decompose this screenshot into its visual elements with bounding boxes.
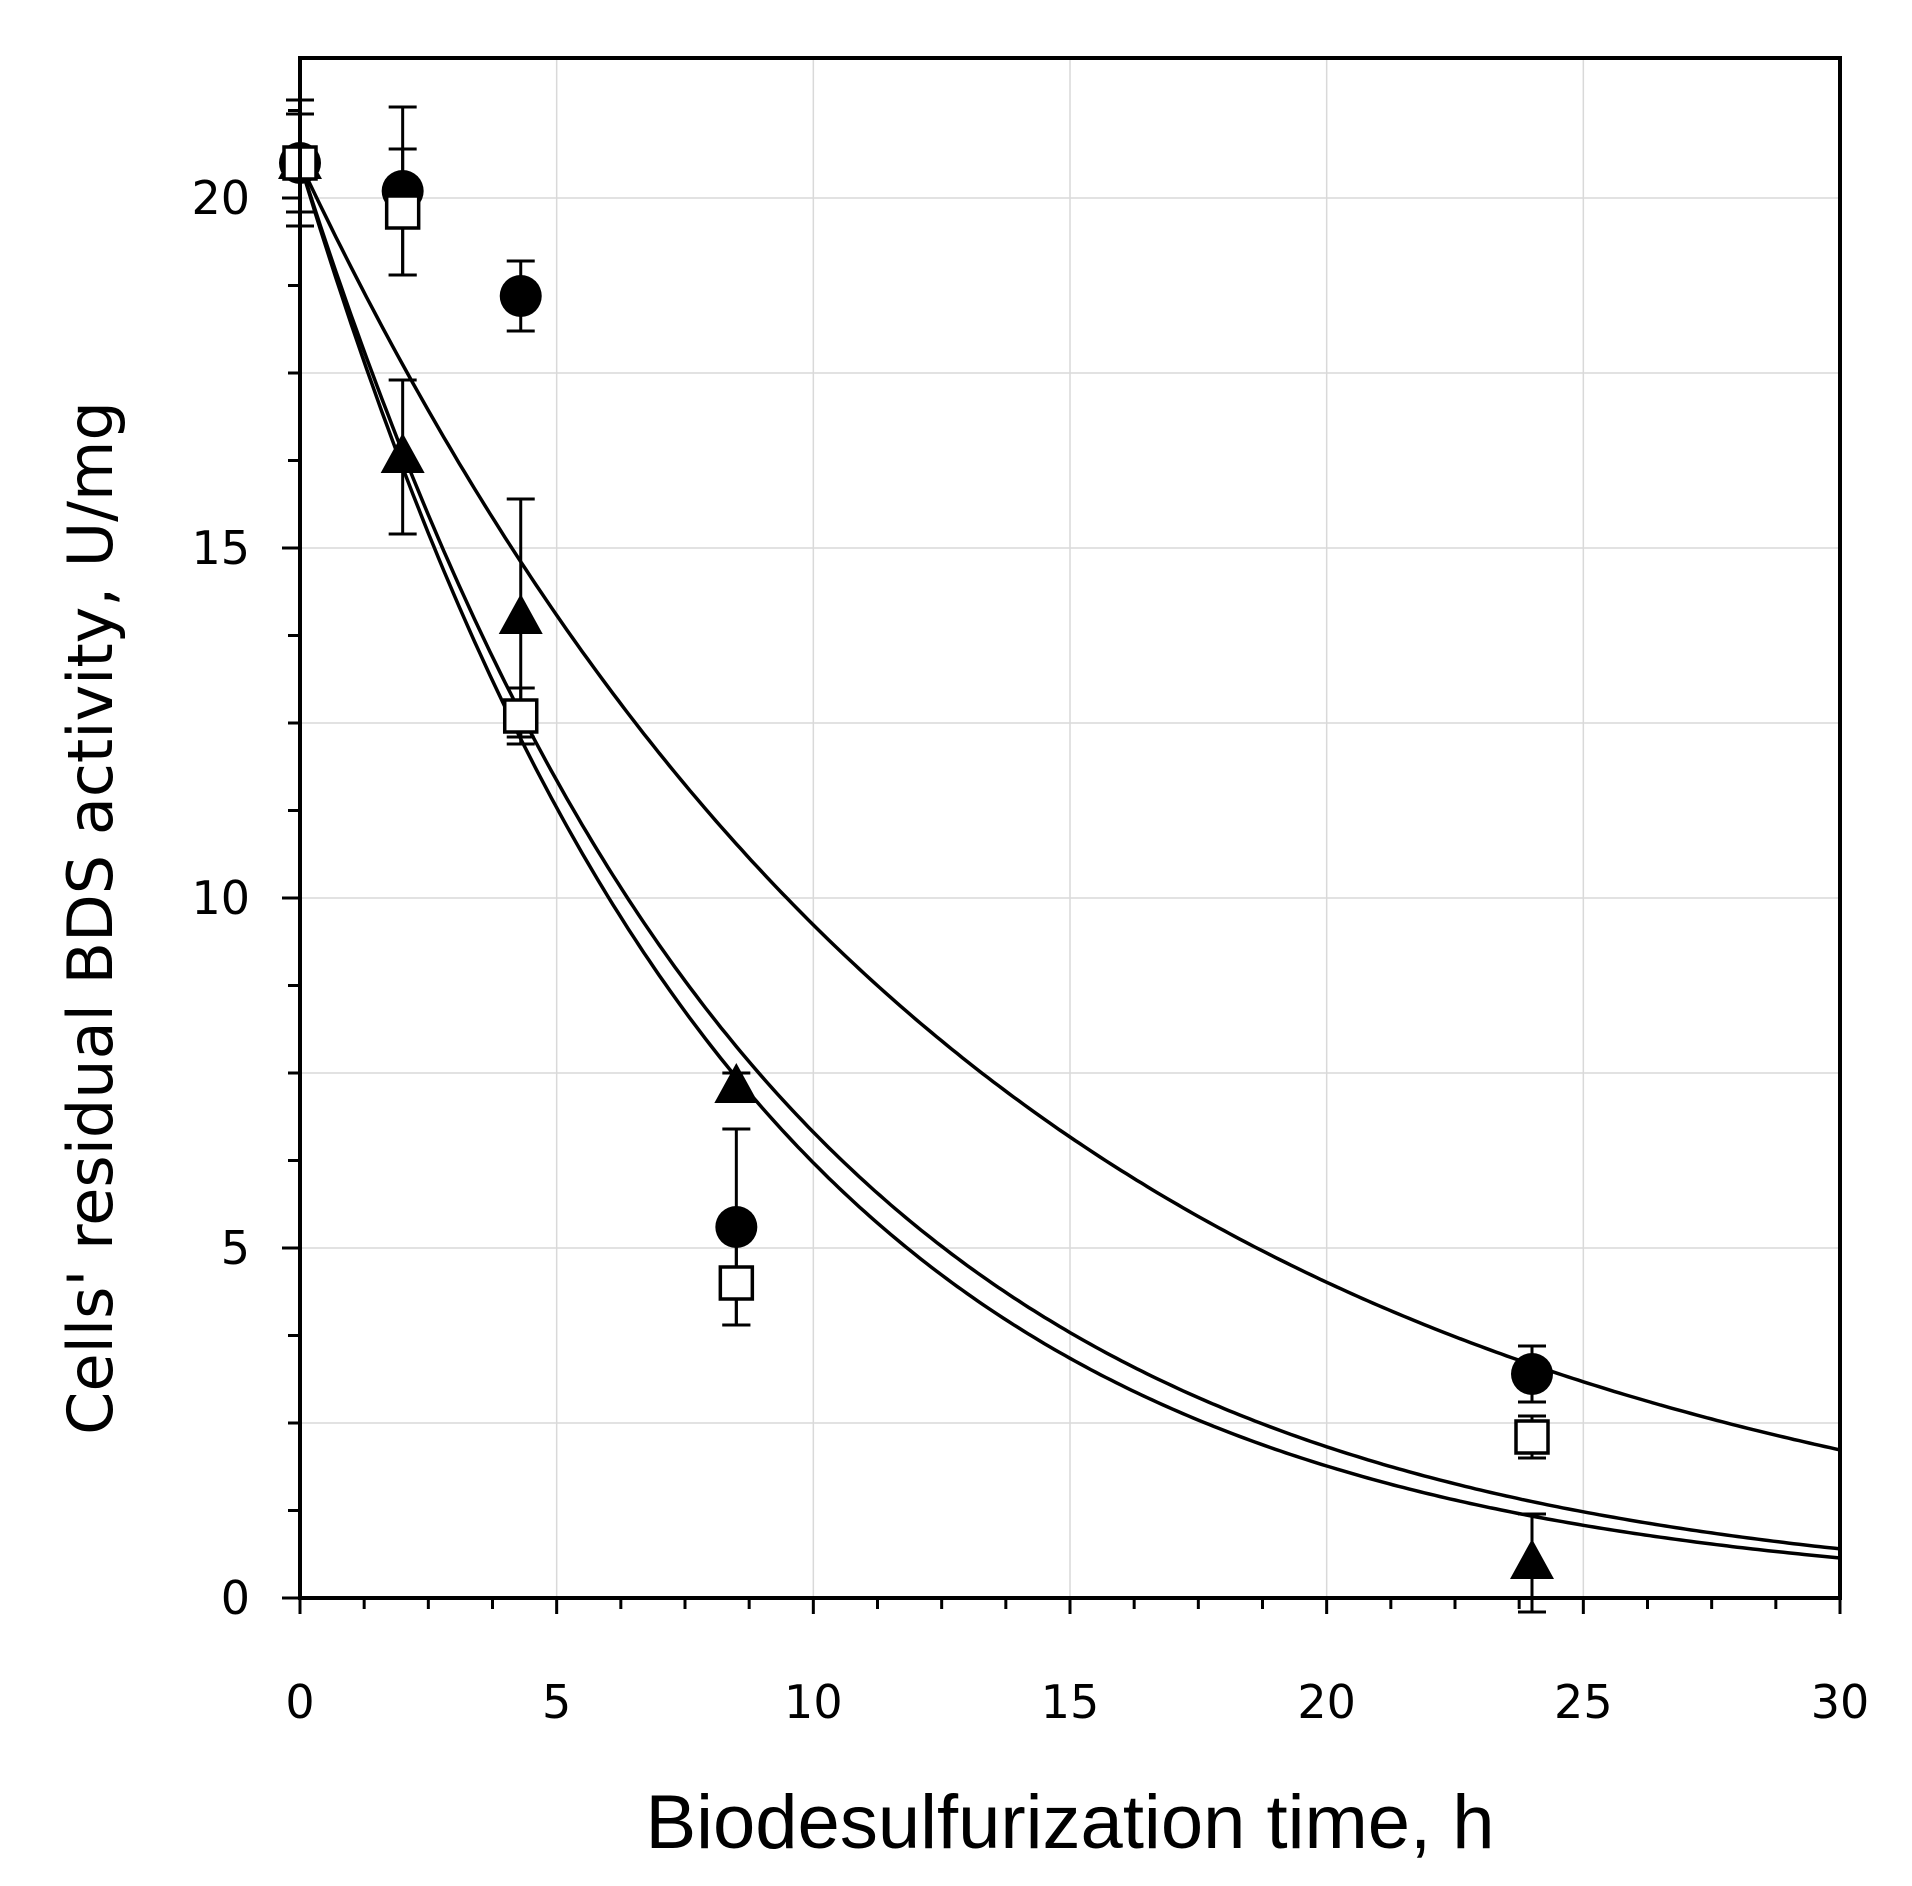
circle-marker bbox=[1511, 1353, 1553, 1395]
y-tick-label: 5 bbox=[221, 1221, 250, 1275]
x-tick-label: 25 bbox=[1554, 1675, 1613, 1729]
triangle-marker bbox=[714, 1063, 759, 1103]
fit-curves bbox=[298, 162, 1841, 1560]
grid bbox=[300, 58, 1840, 1598]
triangle-marker bbox=[1510, 1539, 1554, 1579]
x-tick-label: 20 bbox=[1297, 1675, 1356, 1729]
y-tick-label: 0 bbox=[221, 1571, 250, 1625]
fit-curve bbox=[298, 162, 1841, 1560]
triangle-marker bbox=[498, 594, 543, 634]
x-tick-label: 15 bbox=[1041, 1675, 1100, 1729]
x-axis-title: Biodesulfurization time, h bbox=[645, 1780, 1494, 1865]
square-marker bbox=[1514, 1419, 1550, 1455]
x-tick-label: 5 bbox=[542, 1675, 571, 1729]
error-bars bbox=[286, 98, 1546, 1614]
y-axis-title: Cells' residual BDS activity, U/mg bbox=[54, 401, 127, 1435]
x-tick-label: 30 bbox=[1811, 1675, 1870, 1729]
axis-ticks bbox=[282, 109, 1842, 1614]
circle-marker bbox=[715, 1206, 758, 1248]
square-marker bbox=[502, 698, 539, 734]
square-marker bbox=[384, 194, 421, 230]
triangle-marker bbox=[380, 433, 425, 473]
y-tick-labels: 0 5 10 15 20 bbox=[191, 171, 250, 1625]
fit-curve bbox=[298, 162, 1841, 1551]
y-tick-label: 15 bbox=[191, 521, 250, 575]
y-tick-label: 10 bbox=[191, 871, 250, 925]
data-markers bbox=[278, 139, 1554, 1579]
x-tick-label: 10 bbox=[784, 1675, 843, 1729]
circle-marker bbox=[499, 275, 542, 317]
square-marker bbox=[718, 1265, 755, 1301]
x-tick-label: 0 bbox=[285, 1675, 314, 1729]
fit-curve bbox=[298, 162, 1841, 1452]
y-tick-label: 20 bbox=[191, 171, 250, 225]
x-tick-labels: 0 5 10 15 20 25 30 bbox=[285, 1675, 1869, 1729]
